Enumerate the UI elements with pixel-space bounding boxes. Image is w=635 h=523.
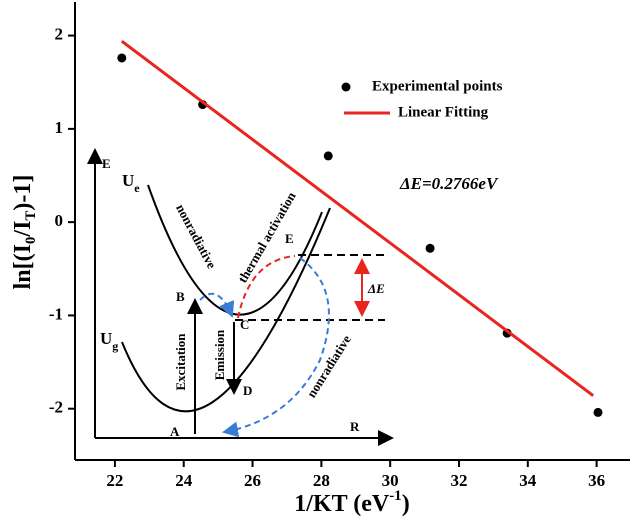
legend-label: Experimental points: [372, 78, 503, 94]
inset-label-part: U: [100, 329, 112, 348]
x-tick-label: 32: [450, 471, 467, 490]
inset-diagram: [87, 148, 394, 446]
inset-label: B: [176, 289, 185, 304]
thermal-arrow: [237, 255, 296, 319]
data-point: [593, 407, 603, 417]
inset-label: D: [243, 383, 252, 398]
annotation: ΔE=0.2766eV: [399, 174, 499, 193]
x-tick-label: 24: [175, 471, 193, 490]
data-point: [117, 53, 127, 63]
y-tick-label: -1: [49, 304, 63, 323]
x-tick-label: 30: [382, 471, 399, 490]
x-tick-label: 22: [106, 471, 123, 490]
inset-label: R: [350, 419, 360, 434]
data-point: [425, 243, 435, 253]
nonrad-arrow: [222, 257, 330, 438]
y-label-part: /I: [10, 221, 36, 238]
inset-label: Ug: [100, 329, 118, 353]
y-tick-label: 1: [55, 118, 64, 137]
inset-label: Excitation: [173, 333, 188, 391]
inset-label: A: [170, 424, 180, 439]
y-label-part: ln[(I: [10, 244, 36, 289]
x-tick-label: 28: [313, 471, 330, 490]
x-label-part: 1/KT (eV: [294, 491, 390, 517]
relax-arrow: [199, 292, 235, 318]
inset-label: E: [102, 156, 111, 171]
y-axis-label: ln[(I0/IT)-1]: [10, 175, 40, 290]
legend-label: Linear Fitting: [398, 104, 489, 120]
x-label-part: -1: [389, 488, 402, 504]
y-label-part: )-1]: [10, 175, 36, 211]
inset-label-part: U: [122, 171, 134, 190]
inset-label: nonradiative: [304, 332, 354, 400]
inset-label: C: [240, 317, 249, 332]
y-tick-label: 2: [55, 24, 64, 43]
x-label-part: ): [402, 491, 410, 517]
inset-label: Emission: [212, 329, 227, 380]
data-point: [323, 151, 333, 161]
inset-label-part: e: [134, 181, 140, 195]
inset-label: ΔE: [367, 281, 385, 296]
inset-label: E: [285, 231, 294, 246]
excited-curve: [147, 184, 323, 316]
x-tick-label: 34: [519, 471, 537, 490]
y-label-part: 0: [23, 237, 39, 245]
x-tick-label: 36: [588, 471, 605, 490]
inset-label-part: g: [112, 339, 118, 353]
x-tick-label: 26: [244, 471, 261, 490]
y-tick-label: -2: [49, 398, 63, 417]
x-axis-label: 1/KT (eV-1): [294, 488, 409, 516]
y-label-part: T: [23, 211, 39, 221]
inset-label: Ue: [122, 171, 140, 195]
ground-curve: [121, 207, 331, 413]
legend-marker: [341, 82, 351, 92]
y-tick-label: 0: [55, 211, 64, 230]
fit-line: [120, 39, 595, 397]
